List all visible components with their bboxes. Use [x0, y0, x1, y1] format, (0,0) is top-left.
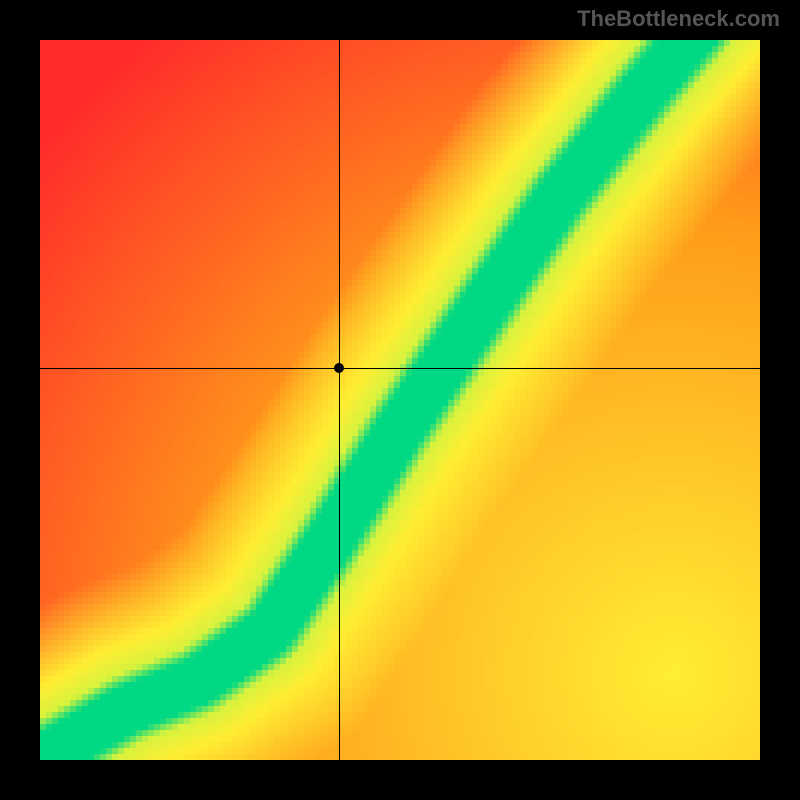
- heatmap-canvas: [40, 40, 760, 760]
- chart-container: TheBottleneck.com: [0, 0, 800, 800]
- crosshair-marker: [334, 363, 344, 373]
- crosshair-horizontal: [40, 368, 760, 369]
- watermark-text: TheBottleneck.com: [577, 6, 780, 32]
- crosshair-vertical: [339, 40, 340, 760]
- heatmap-plot: [40, 40, 760, 760]
